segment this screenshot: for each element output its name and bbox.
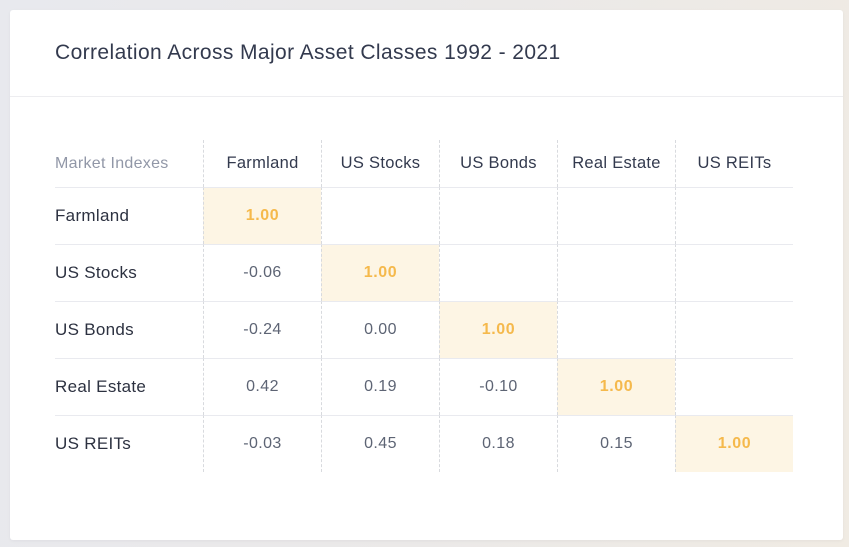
row-label-real-estate: Real Estate bbox=[55, 358, 203, 415]
correlation-cell-highlighted: 1.00 bbox=[321, 244, 439, 301]
correlation-cell bbox=[675, 244, 793, 301]
column-header-real-estate: Real Estate bbox=[557, 140, 675, 187]
correlation-cell bbox=[675, 187, 793, 244]
correlation-cell-highlighted: 1.00 bbox=[439, 301, 557, 358]
correlation-table: Market Indexes Farmland US Stocks US Bon… bbox=[55, 140, 793, 472]
correlation-cell: -0.06 bbox=[203, 244, 321, 301]
page-title: Correlation Across Major Asset Classes 1… bbox=[55, 41, 561, 64]
correlation-cell: 0.15 bbox=[557, 415, 675, 472]
correlation-cell bbox=[557, 301, 675, 358]
correlation-cell: -0.03 bbox=[203, 415, 321, 472]
correlation-cell: 0.42 bbox=[203, 358, 321, 415]
column-header-us-reits: US REITs bbox=[675, 140, 793, 187]
correlation-cell: 0.19 bbox=[321, 358, 439, 415]
correlation-cell bbox=[321, 187, 439, 244]
correlation-cell bbox=[675, 301, 793, 358]
correlation-cell: 0.45 bbox=[321, 415, 439, 472]
correlation-cell bbox=[675, 358, 793, 415]
row-label-us-stocks: US Stocks bbox=[55, 244, 203, 301]
correlation-cell bbox=[439, 187, 557, 244]
correlation-cell bbox=[439, 244, 557, 301]
correlation-cell bbox=[557, 244, 675, 301]
correlation-cell: 0.18 bbox=[439, 415, 557, 472]
correlation-cell: 0.00 bbox=[321, 301, 439, 358]
row-label-us-bonds: US Bonds bbox=[55, 301, 203, 358]
column-header-farmland: Farmland bbox=[203, 140, 321, 187]
card-header: Correlation Across Major Asset Classes 1… bbox=[10, 10, 843, 97]
table-container: Market Indexes Farmland US Stocks US Bon… bbox=[10, 97, 843, 472]
correlation-cell bbox=[557, 187, 675, 244]
correlation-cell: -0.24 bbox=[203, 301, 321, 358]
column-header-us-stocks: US Stocks bbox=[321, 140, 439, 187]
row-label-us-reits: US REITs bbox=[55, 415, 203, 472]
correlation-cell-highlighted: 1.00 bbox=[557, 358, 675, 415]
correlation-cell-highlighted: 1.00 bbox=[203, 187, 321, 244]
correlation-cell: -0.10 bbox=[439, 358, 557, 415]
corner-label: Market Indexes bbox=[55, 154, 169, 172]
correlation-cell-highlighted: 1.00 bbox=[675, 415, 793, 472]
column-header-us-bonds: US Bonds bbox=[439, 140, 557, 187]
row-label-farmland: Farmland bbox=[55, 187, 203, 244]
correlation-card: Correlation Across Major Asset Classes 1… bbox=[10, 10, 843, 540]
